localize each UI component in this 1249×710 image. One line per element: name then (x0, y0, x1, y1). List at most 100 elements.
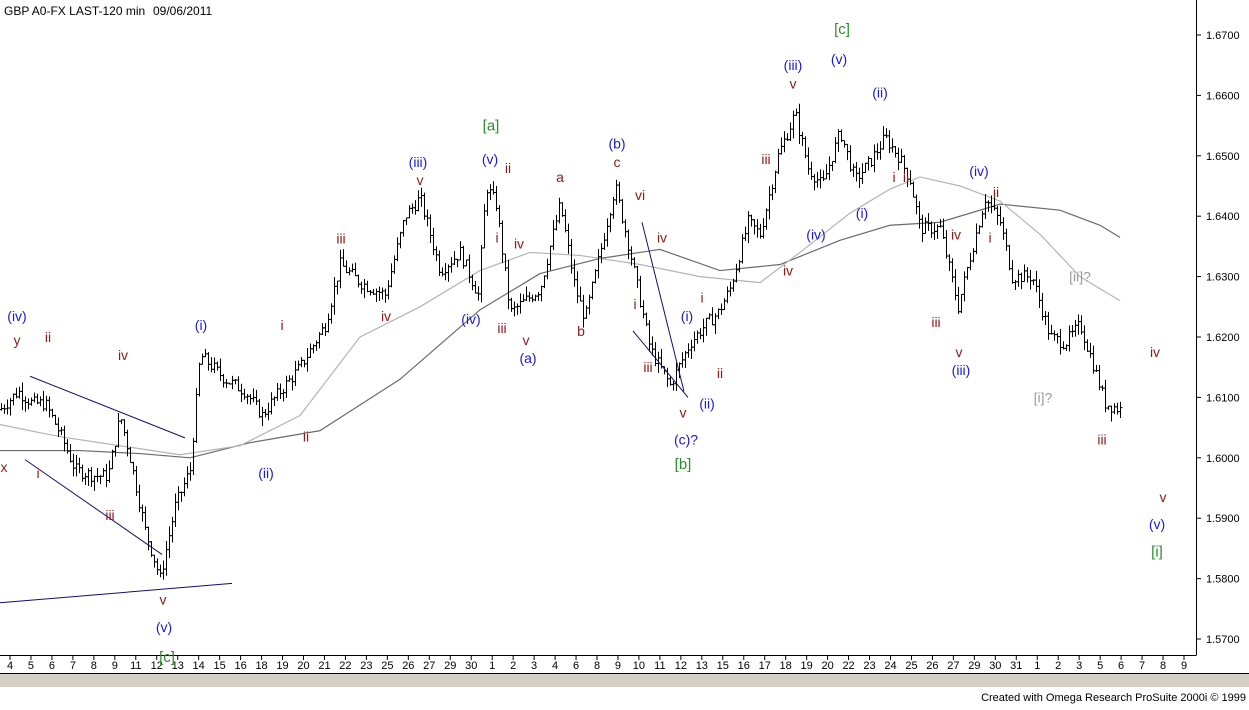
x-tick-label: 24 (884, 660, 896, 672)
wave-label: i (633, 296, 636, 312)
x-tick-label: 4 (552, 660, 558, 672)
trendline (632, 330, 689, 398)
trendline (24, 459, 163, 555)
wave-label: (i) (681, 308, 693, 324)
x-tick-label: 29 (968, 660, 980, 672)
x-tick-label: 5 (28, 660, 34, 672)
y-tick-label: 1.6200 (1206, 332, 1240, 344)
x-tick-label: 18 (780, 660, 792, 672)
wave-label: (iii) (784, 57, 803, 73)
wave-label: ii (993, 184, 999, 200)
x-tick-label: 16 (738, 660, 750, 672)
wave-label: (i) (856, 205, 868, 221)
wave-label: (ii) (258, 465, 274, 481)
wave-label: (v) (482, 151, 498, 167)
wave-label: [i] (1151, 543, 1163, 560)
x-tick-label: 3 (531, 660, 537, 672)
y-tick-label: 1.6400 (1206, 211, 1240, 223)
x-tick-label: 15 (214, 660, 226, 672)
wave-label: [a] (483, 118, 500, 135)
x-tick-label: 22 (339, 660, 351, 672)
x-tick-label: 19 (276, 660, 288, 672)
wave-label: ii (505, 160, 511, 176)
software-credit: Created with Omega Research ProSuite 200… (981, 692, 1246, 704)
y-tick-label: 1.6500 (1206, 151, 1240, 163)
wave-label: iii (643, 359, 652, 375)
wave-label: iii (1097, 432, 1106, 448)
wave-label: vi (635, 187, 645, 203)
x-tick-label: 16 (234, 660, 246, 672)
x-tick-label: 19 (801, 660, 813, 672)
x-tick-label: 6 (573, 660, 579, 672)
wave-label: [c] (159, 649, 175, 666)
x-tick-label: 27 (947, 660, 959, 672)
wave-label: ii (717, 365, 723, 381)
x-tick-label: 5 (1097, 660, 1103, 672)
wave-label: [c] (834, 21, 850, 38)
wave-label: iii (105, 507, 114, 523)
wave-label: (iv) (969, 163, 988, 179)
trendline (641, 222, 685, 392)
wave-label: iv (657, 229, 667, 245)
wave-label: i (495, 229, 498, 245)
y-tick-label: 1.5800 (1206, 574, 1240, 586)
wave-label: v (1160, 489, 1167, 505)
y-tick-label: 1.6300 (1206, 272, 1240, 284)
x-tick-label: 11 (654, 660, 665, 672)
wave-label: (v) (831, 51, 847, 67)
x-tick-label: 6 (1118, 660, 1124, 672)
wave-label: (a) (519, 350, 536, 366)
x-tick-label: 15 (717, 660, 729, 672)
wave-label: v (160, 592, 167, 608)
chart-symbol-title: GBP A0-FX LAST-120 min (4, 4, 145, 18)
wave-label: (iv) (806, 226, 825, 242)
x-tick-label: 1 (1034, 660, 1040, 672)
x-tick-label: 9 (112, 660, 118, 672)
wave-label: i (280, 317, 283, 333)
trendline (0, 582, 233, 604)
x-tick-label: 1 (489, 660, 495, 672)
x-tick-label: 10 (633, 660, 645, 672)
x-tick-label: 7 (1139, 660, 1145, 672)
x-tick-label: 30 (989, 660, 1001, 672)
wave-label: iii (761, 151, 770, 167)
x-tick-label: 13 (172, 660, 184, 672)
x-tick-label: 23 (360, 660, 372, 672)
x-tick-label: 27 (423, 660, 435, 672)
wave-label: iv (118, 347, 128, 363)
trendline (29, 375, 186, 439)
horizontal-scrollbar[interactable] (0, 674, 1249, 687)
x-tick-label: 26 (926, 660, 938, 672)
moving-average-line (0, 176, 1121, 456)
x-tick-label: 13 (696, 660, 708, 672)
x-tick-label: 4 (7, 660, 13, 672)
wave-label: (iii) (409, 154, 428, 170)
x-tick-label: 12 (151, 660, 163, 672)
chart-date: 09/06/2011 (153, 4, 212, 18)
wave-label: i (988, 229, 991, 245)
wave-label: v (523, 332, 530, 348)
y-tick-label: 1.6700 (1206, 30, 1240, 42)
x-tick-label: 25 (381, 660, 393, 672)
wave-label: iv (783, 263, 793, 279)
wave-label: (ii) (699, 395, 715, 411)
wave-label: ii (903, 169, 909, 185)
wave-label: iv (951, 226, 961, 242)
wave-label: c (614, 154, 621, 170)
x-tick-label: 26 (402, 660, 414, 672)
x-tick-label: 6 (49, 660, 55, 672)
x-tick-label: 17 (759, 660, 771, 672)
x-tick-label: 31 (1010, 660, 1022, 672)
wave-label: (ii) (872, 84, 888, 100)
wave-label: (iv) (461, 311, 480, 327)
wave-label: v (956, 344, 963, 360)
wave-label: iv (514, 235, 524, 251)
wave-label: (iii) (952, 362, 971, 378)
wave-label: (i) (195, 317, 207, 333)
wave-label: iv (381, 308, 391, 324)
wave-label: iii (931, 314, 940, 330)
wave-label: ii (303, 429, 309, 445)
wave-label: i (892, 169, 895, 185)
